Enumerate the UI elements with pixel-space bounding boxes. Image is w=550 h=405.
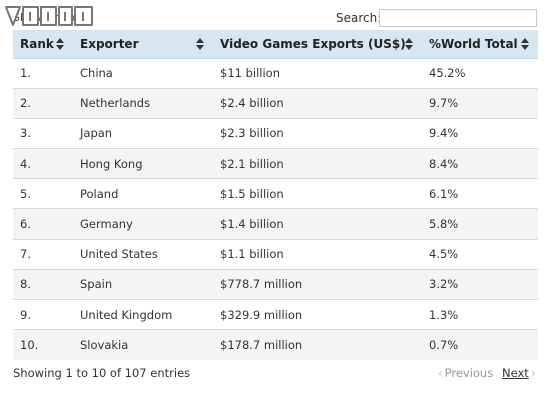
rank-cell: 6.	[13, 208, 73, 240]
exporter-cell: Slovakia	[73, 329, 213, 360]
exports-cell: $11 billion	[213, 58, 422, 89]
table-row: 8. Spain $778.7 million 3.2%	[13, 269, 538, 301]
rank-cell: 7.	[13, 239, 73, 270]
column-header-label: %World Total	[429, 36, 518, 51]
world-total-cell: 3.2%	[422, 269, 538, 301]
exporter-cell: Hong Kong	[73, 148, 213, 180]
search-input[interactable]	[379, 9, 537, 27]
exports-cell: $2.3 billion	[213, 118, 422, 150]
column-header-rank[interactable]: Rank	[13, 30, 73, 59]
exports-cell: $778.7 million	[213, 269, 422, 301]
column-header-label: Rank	[20, 36, 54, 51]
table-row: 3. Japan $2.3 billion 9.4%	[13, 118, 538, 150]
exporter-cell: Japan	[73, 118, 213, 150]
sort-arrows-icon	[521, 38, 529, 50]
column-header-world-total[interactable]: %World Total	[422, 30, 538, 59]
exports-cell: $2.1 billion	[213, 148, 422, 180]
exports-cell: $178.7 million	[213, 329, 422, 360]
chevron-right-icon: ›	[531, 366, 536, 380]
table-row: 7. United States $1.1 billion 4.5%	[13, 239, 538, 270]
world-total-cell: 5.8%	[422, 208, 538, 240]
rank-cell: 5.	[13, 178, 73, 210]
rank-cell: 3.	[13, 118, 73, 150]
world-total-cell: 6.1%	[422, 178, 538, 210]
world-total-cell: 9.4%	[422, 118, 538, 150]
sort-arrows-icon	[196, 38, 204, 50]
next-page-link[interactable]: Next	[502, 366, 529, 380]
rank-cell: 9.	[13, 299, 73, 331]
world-total-cell: 0.7%	[422, 329, 538, 360]
world-total-cell: 1.3%	[422, 299, 538, 331]
exports-cell: $2.4 billion	[213, 88, 422, 119]
table-row: 5. Poland $1.5 billion 6.1%	[13, 178, 538, 210]
table-row: 9. United Kingdom $329.9 million 1.3%	[13, 299, 538, 331]
exporter-cell: United States	[73, 239, 213, 270]
previous-page-link[interactable]: ‹ Previous	[438, 366, 493, 380]
chevron-left-icon: ‹	[438, 366, 443, 380]
exports-cell: $1.5 billion	[213, 178, 422, 210]
column-header-exports[interactable]: Video Games Exports (US$)	[213, 30, 422, 59]
search-label: Search:	[336, 11, 382, 25]
table-info-text: Showing 1 to 10 of 107 entries	[13, 366, 191, 380]
exporter-cell: United Kingdom	[73, 299, 213, 331]
column-header-exporter[interactable]: Exporter	[73, 30, 213, 59]
column-header-label: Exporter	[80, 36, 139, 51]
world-total-cell: 4.5%	[422, 239, 538, 270]
table-row: 2. Netherlands $2.4 billion 9.7%	[13, 88, 538, 119]
table-controls: Show entries Search:	[0, 0, 550, 30]
exports-cell: $329.9 million	[213, 299, 422, 331]
exporter-cell: Poland	[73, 178, 213, 210]
table-row: 4. Hong Kong $2.1 billion 8.4%	[13, 148, 538, 180]
exporter-cell: Spain	[73, 269, 213, 301]
exports-cell: $1.1 billion	[213, 239, 422, 270]
world-total-cell: 8.4%	[422, 148, 538, 180]
sort-arrows-icon	[405, 38, 413, 50]
exporter-cell: China	[73, 58, 213, 89]
rank-cell: 1.	[13, 58, 73, 89]
rank-cell: 2.	[13, 88, 73, 119]
world-total-cell: 9.7%	[422, 88, 538, 119]
vgtime-watermark-logo	[5, 6, 93, 26]
rank-cell: 4.	[13, 148, 73, 180]
table-row: 10. Slovakia $178.7 million 0.7%	[13, 329, 538, 360]
previous-label: Previous	[444, 366, 494, 380]
sort-arrows-icon	[56, 38, 64, 50]
column-header-label: Video Games Exports (US$)	[220, 36, 406, 51]
world-total-cell: 45.2%	[422, 58, 538, 89]
rank-cell: 8.	[13, 269, 73, 301]
rank-cell: 10.	[13, 329, 73, 360]
header-row: Rank Exporter Video Games Exports (US$) …	[13, 30, 538, 59]
exporter-cell: Netherlands	[73, 88, 213, 119]
exporter-cell: Germany	[73, 208, 213, 240]
exports-table: Rank Exporter Video Games Exports (US$) …	[13, 30, 538, 360]
exports-cell: $1.4 billion	[213, 208, 422, 240]
table-row: 1. China $11 billion 45.2%	[13, 58, 538, 89]
table-row: 6. Germany $1.4 billion 5.8%	[13, 208, 538, 240]
